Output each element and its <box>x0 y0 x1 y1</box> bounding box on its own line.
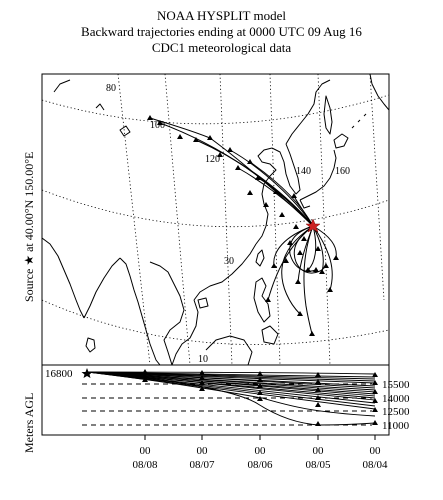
height-reference-lines <box>82 383 372 426</box>
altitude-markers <box>142 369 378 426</box>
time-axis: 00 08/08 00 08/07 00 08/06 00 08/05 00 0… <box>132 435 388 471</box>
longitude-label: 160 <box>335 166 350 177</box>
longitude-label: 80 <box>106 83 116 94</box>
map-frame <box>41 73 390 366</box>
start-height-star-icon <box>81 368 93 378</box>
time-tick-hour: 00 <box>140 445 152 457</box>
chart-title-line-1: NOAA HYSPLIT model <box>156 8 287 23</box>
altitude-panel: 16800 15500 14000 12500 11000 <box>41 364 410 436</box>
height-label: 11000 <box>382 420 410 432</box>
altitude-frame <box>41 364 390 436</box>
graticule <box>42 74 389 365</box>
longitude-label: 140 <box>296 166 311 177</box>
height-label: 14000 <box>382 393 410 405</box>
height-label: 12500 <box>382 406 410 418</box>
time-tick-hour: 00 <box>255 445 267 457</box>
trajectory-lines <box>149 117 337 335</box>
time-tick-date: 08/06 <box>247 459 273 471</box>
time-axis-ticks <box>144 435 376 440</box>
time-tick-hour: 00 <box>197 445 209 457</box>
start-height-label: 16800 <box>45 368 73 380</box>
trajectory-markers <box>147 115 339 336</box>
time-tick-hour: 00 <box>313 445 325 457</box>
altitude-profiles <box>87 371 376 426</box>
time-tick-hour: 00 <box>370 445 382 457</box>
time-tick-date: 08/05 <box>305 459 331 471</box>
longitude-label: 120 <box>205 154 220 165</box>
latitude-label: 10 <box>198 354 208 365</box>
time-tick-date: 08/04 <box>362 459 388 471</box>
time-tick-date: 08/07 <box>189 459 215 471</box>
longitude-label: 100 <box>150 120 165 131</box>
latitude-label: 30 <box>224 256 234 267</box>
height-label: 15500 <box>382 379 410 391</box>
coastlines <box>42 74 389 365</box>
source-star-marker <box>305 218 321 233</box>
time-tick-date: 08/08 <box>132 459 158 471</box>
chart-title-line-3: CDC1 meteorological data <box>151 40 292 55</box>
chart-title-line-2: Backward trajectories ending at 0000 UTC… <box>81 24 362 39</box>
map-panel: 80 100 120 140 160 30 10 <box>41 73 390 366</box>
